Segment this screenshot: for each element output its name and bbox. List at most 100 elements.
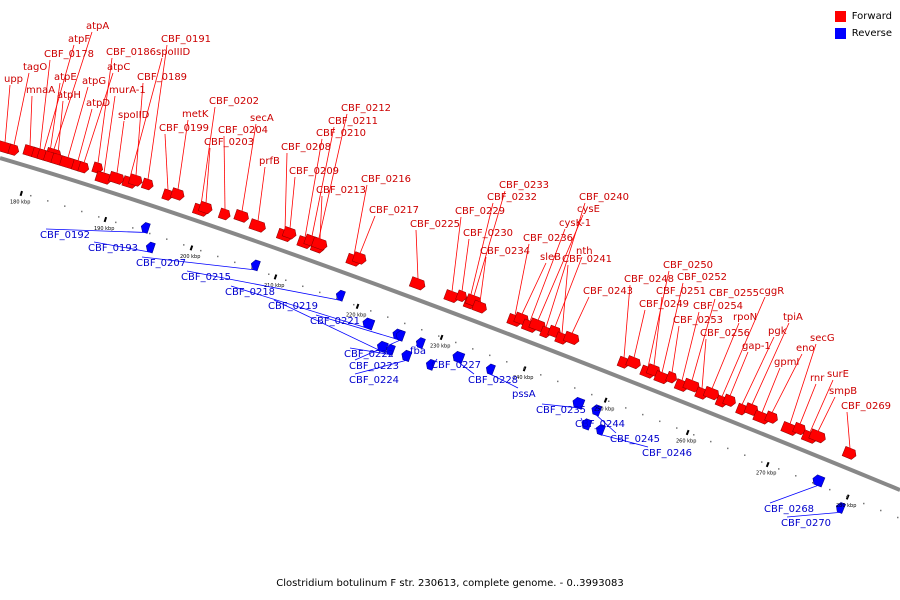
tick-label: 240 kbp xyxy=(513,375,533,381)
gene-feature-eno xyxy=(764,410,778,424)
label-line-cbf-0216 xyxy=(353,184,368,256)
label-line-sure xyxy=(809,379,834,433)
gene-label-cbf-0192: CBF_0192 xyxy=(40,230,90,241)
gene-label-cbf-0241: CBF_0241 xyxy=(562,254,612,265)
minor-tick xyxy=(846,495,848,498)
minor-tick xyxy=(132,227,134,229)
gene-feature-cbf-0243 xyxy=(562,330,580,346)
gene-label-atpa: atpA xyxy=(86,21,109,32)
gene-feature-cbf-0189 xyxy=(127,173,143,187)
tick-mark: 240 kbp xyxy=(513,366,533,381)
label-line-cbf-0224 xyxy=(354,360,407,375)
label-line-cbf-0244 xyxy=(580,417,587,430)
gene-label-cbf-0256: CBF_0256 xyxy=(700,328,750,339)
gene-feature-cbf-0215 xyxy=(335,289,346,302)
label-line-cbf-0217 xyxy=(359,215,376,254)
tick-label: 220 kbp xyxy=(346,313,366,319)
gene-feature-tago xyxy=(7,143,20,156)
gene-label-gpmi: gpmI xyxy=(774,357,799,368)
label-line-cbf-0252 xyxy=(661,282,684,373)
minor-tick xyxy=(693,434,695,436)
minor-tick xyxy=(455,341,457,344)
label-line-spoiid xyxy=(116,120,125,174)
gene-label-tago: tagO xyxy=(23,62,47,73)
label-line-cbf-0213 xyxy=(319,195,323,240)
legend-reverse-label: Reverse xyxy=(851,28,892,39)
gene-label-cbf-0245: CBF_0245 xyxy=(610,434,660,445)
minor-tick xyxy=(234,261,236,264)
gene-label-cbf-0208: CBF_0208 xyxy=(281,142,331,153)
label-line-cbf-0249 xyxy=(633,309,646,358)
minor-tick xyxy=(557,380,559,383)
gene-feature-cbf-0244 xyxy=(581,418,593,431)
label-line-cbf-0234 xyxy=(479,256,487,303)
minor-tick xyxy=(863,502,865,505)
label-line-atpg xyxy=(67,86,89,158)
tick-label: 210 kbp xyxy=(264,283,284,289)
gene-label-sure: surE xyxy=(827,369,849,380)
label-line-cbf-0270 xyxy=(786,511,841,518)
label-line-cbf-0250 xyxy=(647,270,670,368)
gene-label-spoiid: spoIID xyxy=(118,110,150,121)
gene-label-mura-1: murA-1 xyxy=(109,85,146,96)
tick-label: 280 kbp xyxy=(836,503,856,509)
gene-label-cbf-0229: CBF_0229 xyxy=(455,206,505,217)
minor-tick xyxy=(574,387,576,389)
gene-label-pssa: pssA xyxy=(512,389,536,400)
gene-feature-pgk xyxy=(735,402,747,416)
gene-feature-cbf-0253 xyxy=(665,370,677,384)
label-line-cbf-0243 xyxy=(571,296,590,334)
label-line-spoiiid xyxy=(129,57,163,178)
label-line-cbf-0189 xyxy=(135,82,144,176)
minor-tick xyxy=(98,216,100,218)
gene-label-cbf-0268: CBF_0268 xyxy=(764,504,814,515)
gene-feature-pssa xyxy=(485,363,496,376)
label-line-rnr xyxy=(799,383,817,425)
label-line-cbf-0199 xyxy=(164,133,169,191)
legend-forward-swatch xyxy=(834,11,846,22)
gene-label-cbf-0186: CBF_0186 xyxy=(106,47,156,58)
minor-tick xyxy=(642,413,644,416)
tick-mark: 220 kbp xyxy=(346,303,366,319)
gene-label-upp: upp xyxy=(4,74,23,85)
gene-feature-cbf-0241 xyxy=(554,331,568,345)
label-line-cbf-0232 xyxy=(469,202,494,299)
minor-tick xyxy=(795,475,797,477)
minor-tick xyxy=(523,367,525,370)
tick-label: 230 kbp xyxy=(430,344,450,350)
label-line-nth xyxy=(554,256,583,328)
genome-backbone xyxy=(0,156,900,492)
gene-label-gap-1: gap-1 xyxy=(742,341,771,352)
gene-label-atpe: atpE xyxy=(54,72,77,83)
gene-label-cbf-0211: CBF_0211 xyxy=(328,116,378,127)
gene-label-rnr: rnr xyxy=(810,373,825,384)
gene-label-cbf-0222: CBF_0222 xyxy=(344,349,394,360)
gene-feature-cbf-0193 xyxy=(145,241,156,254)
minor-tick xyxy=(387,316,389,318)
legend-reverse: Reverse xyxy=(834,25,892,42)
gene-label-cbf-0202: CBF_0202 xyxy=(209,96,259,107)
tick-mark: 270 kbp xyxy=(756,461,776,477)
legend-reverse-swatch xyxy=(834,28,846,39)
gene-label-cbf-0212: CBF_0212 xyxy=(341,103,391,114)
tick-mark: 200 kbp xyxy=(180,245,200,260)
label-line-eno xyxy=(771,353,803,413)
gene-feature-cbf-0269 xyxy=(841,446,857,460)
gene-label-layer: upptagOmnaACBF_0178atpFatpAatpEatpHatpGa… xyxy=(4,21,891,529)
figure-caption: Clostridium botulinum F str. 230613, com… xyxy=(276,578,624,589)
minor-tick xyxy=(472,348,474,350)
label-line-cbf-0245 xyxy=(595,414,617,434)
minor-tick xyxy=(506,361,508,363)
label-line-cbf-0235 xyxy=(541,403,579,409)
gene-label-cbf-0203: CBF_0203 xyxy=(204,137,254,148)
gene-label-cbf-0254: CBF_0254 xyxy=(693,301,743,312)
label-line-cbf-0219 xyxy=(273,299,383,352)
gene-label-cbf-0249: CBF_0249 xyxy=(639,299,689,310)
label-line-cbf-0178 xyxy=(39,59,51,150)
label-line-tpia xyxy=(751,322,790,405)
label-line-cbf-0269 xyxy=(846,411,851,449)
gene-label-cbf-0207: CBF_0207 xyxy=(136,258,186,269)
minor-tick xyxy=(115,221,117,224)
label-line-cbf-0207 xyxy=(141,256,256,271)
minor-tick xyxy=(81,210,83,213)
